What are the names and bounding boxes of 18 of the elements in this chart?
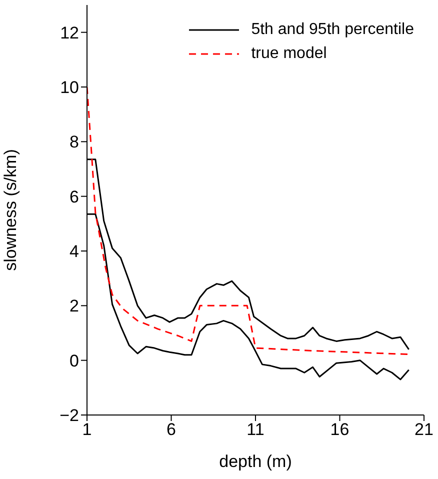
x-tick-label: 16 (330, 420, 350, 440)
y-axis-title: slowness (s/km) (1, 149, 20, 271)
y-tick-label: 2 (70, 296, 79, 316)
y-tick-label: 0 (70, 351, 79, 370)
y-tick-label: 10 (60, 78, 79, 98)
y-tick-label: 12 (60, 23, 79, 42)
y-tick-label: −2 (60, 406, 79, 426)
x-tick-label: 6 (166, 420, 176, 440)
x-axis-title: depth (m) (219, 452, 292, 471)
legend-label: 5th and 95th percentile (251, 21, 414, 39)
y-tick-label: 6 (70, 187, 79, 206)
legend-label: true model (251, 45, 327, 63)
line-series (87, 86, 410, 356)
x-tick-label: 11 (246, 420, 264, 440)
y-tick-label: 8 (70, 132, 79, 152)
y-tick-label: 4 (70, 242, 79, 262)
x-tick-label: 21 (414, 420, 434, 440)
x-tick-label: 1 (82, 420, 92, 440)
